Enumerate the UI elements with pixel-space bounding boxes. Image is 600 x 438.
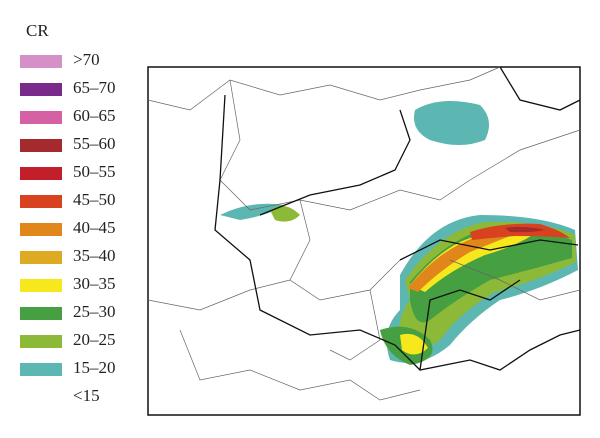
echo-area (414, 101, 489, 145)
legend-swatch (20, 363, 62, 376)
legend-swatch (20, 83, 62, 96)
legend-label: 45–50 (73, 190, 116, 209)
legend-label: 50–55 (73, 162, 116, 181)
echo-area (410, 229, 540, 292)
legend-label: 25–30 (73, 302, 116, 321)
echo-area (408, 228, 530, 292)
legend-label: 20–25 (73, 330, 116, 349)
echo-area (220, 203, 285, 220)
legend-label: 60–65 (73, 106, 116, 125)
legend-label: 30–35 (73, 274, 116, 293)
legend-label: 35–40 (73, 246, 116, 265)
legend-swatch (20, 139, 62, 152)
legend-label: >70 (73, 50, 100, 69)
legend-swatch (20, 307, 62, 320)
legend-label: 40–45 (73, 218, 116, 237)
legend-swatch (20, 167, 62, 180)
echo-area (270, 206, 300, 222)
map (147, 66, 581, 416)
echo-area (505, 226, 545, 233)
legend-label: 65–70 (73, 78, 116, 97)
legend-swatch (20, 223, 62, 236)
legend-swatch (20, 335, 62, 348)
boundaries (147, 66, 581, 401)
echo-areas (220, 101, 578, 365)
legend-swatch (20, 55, 62, 68)
legend: >70 65–70 60–65 55–60 50–55 45–50 40–45 35–40 30… (20, 50, 116, 405)
legend-swatch (20, 195, 62, 208)
legend-swatch (20, 251, 62, 264)
legend-label: 15–20 (73, 358, 116, 377)
legend-label: 55–60 (73, 134, 116, 153)
legend-label: <15 (73, 386, 100, 405)
legend-title: CR (26, 21, 49, 40)
legend-swatch (20, 111, 62, 124)
echo-area (400, 333, 428, 355)
legend-swatch (20, 279, 62, 292)
